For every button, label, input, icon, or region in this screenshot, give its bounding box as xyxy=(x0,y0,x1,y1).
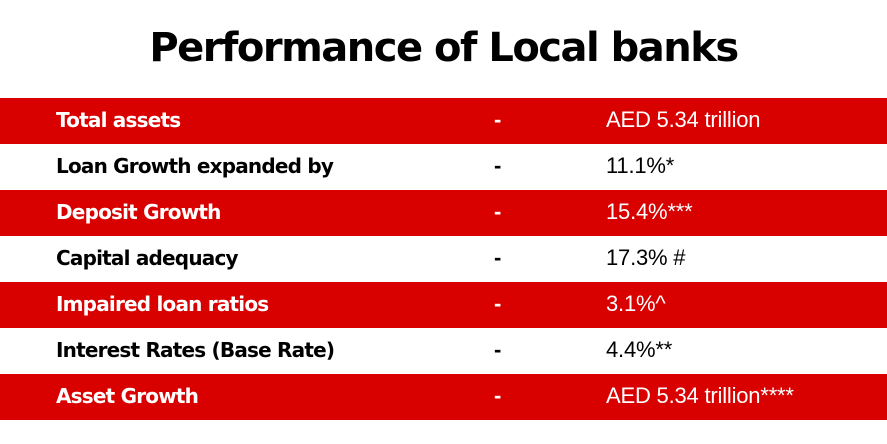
row-label: Loan Growth expanded by xyxy=(56,154,334,178)
row-separator: - xyxy=(494,383,502,408)
row-separator: - xyxy=(494,337,502,362)
row-value: 17.3% # xyxy=(606,245,686,270)
row-separator: - xyxy=(494,245,502,270)
performance-table: Total assets - AED 5.34 trillion Loan Gr… xyxy=(0,98,887,420)
table-row-deposit-growth: Deposit Growth - 15.4%*** xyxy=(0,190,887,236)
row-label: Capital adequacy xyxy=(56,246,239,270)
row-value: AED 5.34 trillion xyxy=(606,107,761,132)
table-row-loan-growth: Loan Growth expanded by - 11.1%* xyxy=(0,144,887,190)
table-row-capital-adequacy: Capital adequacy - 17.3% # xyxy=(0,236,887,282)
row-value: AED 5.34 trillion**** xyxy=(606,383,794,408)
row-value: 3.1%^ xyxy=(606,291,666,316)
row-label: Interest Rates (Base Rate) xyxy=(56,338,335,362)
row-value: 15.4%*** xyxy=(606,199,693,224)
row-value: 11.1%* xyxy=(606,153,675,178)
row-label: Asset Growth xyxy=(56,384,199,408)
table-row-total-assets: Total assets - AED 5.34 trillion xyxy=(0,98,887,144)
table-row-impaired-loan-ratios: Impaired loan ratios - 3.1%^ xyxy=(0,282,887,328)
row-separator: - xyxy=(494,291,502,316)
page-title: Performance of Local banks xyxy=(149,25,739,71)
table-row-interest-rates: Interest Rates (Base Rate) - 4.4%** xyxy=(0,328,887,374)
row-label: Deposit Growth xyxy=(56,200,221,224)
row-separator: - xyxy=(494,107,502,132)
row-separator: - xyxy=(494,153,502,178)
table-row-asset-growth: Asset Growth - AED 5.34 trillion**** xyxy=(0,374,887,420)
row-label: Total assets xyxy=(56,108,181,132)
row-separator: - xyxy=(494,199,502,224)
row-value: 4.4%** xyxy=(606,337,673,362)
row-label: Impaired loan ratios xyxy=(56,292,269,316)
